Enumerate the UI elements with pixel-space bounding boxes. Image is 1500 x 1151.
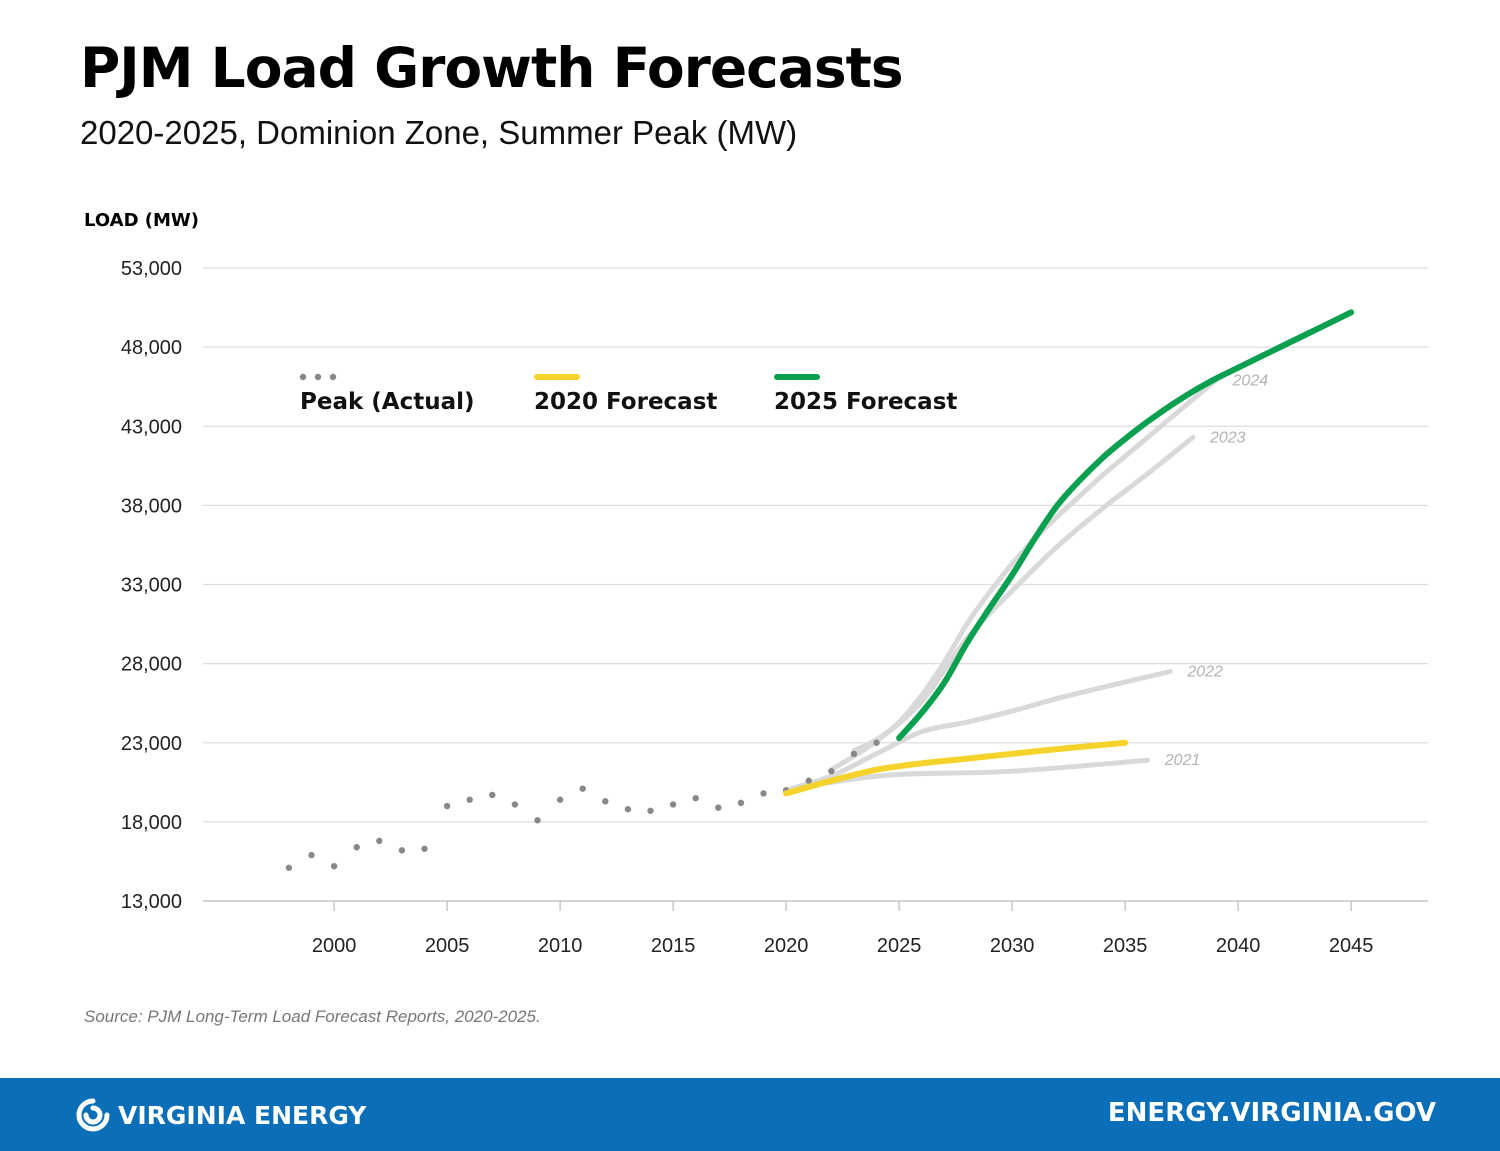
series-actual-peak — [285, 739, 880, 871]
legend-label: 2020 Forecast — [534, 389, 717, 415]
footer-brand-text: VIRGINIA ENERGY — [118, 1100, 367, 1130]
legend-label: 2025 Forecast — [774, 389, 957, 415]
actual-peak-point — [602, 798, 609, 805]
x-tick-label: 2015 — [651, 935, 696, 957]
load-growth-chart: LOAD (MW) 13,000 18,000 23,000 28,000 33,000… — [84, 210, 1428, 957]
actual-peak-point — [308, 851, 315, 859]
y-tick-label: 28,000 — [121, 654, 182, 676]
actual-peak-point — [873, 739, 880, 746]
actual-peak-point — [443, 802, 451, 810]
legend-item-forecast-2025: 2025 Forecast — [774, 374, 957, 415]
actual-peak-point — [579, 785, 586, 792]
y-tick-label: 53,000 — [121, 258, 182, 280]
legend-item-actual: Peak (Actual) — [299, 373, 475, 415]
gridlines — [203, 267, 1428, 902]
actual-peak-point — [421, 845, 428, 852]
series-forecast-2022 — [783, 669, 1173, 793]
series-forecast-2023 — [828, 434, 1196, 773]
x-tick-label: 2040 — [1216, 935, 1261, 957]
x-tick-label: 2005 — [425, 935, 470, 957]
legend-label: Peak (Actual) — [300, 389, 475, 415]
legend-item-forecast-2020: 2020 Forecast — [534, 374, 717, 415]
x-tick-label: 2000 — [312, 935, 357, 957]
y-axis-label: LOAD (MW) — [84, 210, 199, 231]
actual-peak-point — [511, 801, 519, 808]
series-label-2024: 2024 — [1232, 372, 1269, 389]
actual-peak-point — [376, 837, 383, 845]
actual-peak-point — [353, 843, 360, 851]
footer-bar: VIRGINIA ENERGY ENERGY.VIRGINIA.GOV — [0, 1078, 1500, 1151]
series-lines — [285, 309, 1355, 871]
actual-peak-point — [737, 799, 745, 807]
series-label-2023: 2023 — [1209, 429, 1246, 446]
series-label-2021: 2021 — [1164, 752, 1201, 769]
x-tick-label: 2020 — [764, 935, 809, 957]
actual-peak-point — [330, 862, 338, 870]
actual-peak-point — [805, 777, 812, 784]
y-tick-label: 43,000 — [121, 416, 182, 438]
legend-swatch-dot — [299, 373, 307, 381]
x-tick-label: 2045 — [1329, 935, 1374, 957]
actual-peak-point — [466, 796, 473, 803]
series-forecast-2020 — [783, 739, 1129, 797]
legend-swatch-dot — [314, 373, 322, 381]
actual-peak-point — [534, 817, 541, 824]
footer-url-link[interactable]: ENERGY.VIRGINIA.GOV — [1107, 1098, 1436, 1128]
footer-brand[interactable]: VIRGINIA ENERGY — [76, 1098, 366, 1132]
chart-subtitle: 2020-2025, Dominion Zone, Summer Peak (M… — [80, 114, 798, 151]
actual-peak-point — [647, 807, 654, 814]
x-tick-label: 2030 — [990, 935, 1035, 957]
x-tick-label: 2035 — [1103, 935, 1148, 957]
actual-peak-point — [669, 801, 677, 808]
x-tick-label: 2025 — [877, 935, 922, 957]
actual-peak-point — [760, 790, 767, 797]
y-axis: 13,000 18,000 23,000 28,000 33,000 38,000 43,0… — [121, 258, 182, 913]
actual-peak-point — [850, 750, 858, 758]
actual-peak-point — [285, 864, 293, 871]
series-forecast-2025 — [896, 309, 1355, 741]
y-tick-label: 18,000 — [121, 812, 182, 834]
x-tick-label: 2010 — [538, 935, 583, 957]
actual-peak-point — [715, 804, 722, 811]
y-tick-label: 48,000 — [121, 337, 182, 359]
y-tick-label: 38,000 — [121, 495, 182, 517]
y-tick-label: 23,000 — [121, 733, 182, 755]
legend-swatch-dot — [329, 373, 337, 381]
actual-peak-point — [828, 768, 835, 775]
virginia-energy-swirl-icon — [76, 1098, 110, 1132]
actual-peak-point — [398, 847, 406, 854]
y-tick-label: 33,000 — [121, 575, 182, 597]
actual-peak-point — [556, 796, 564, 803]
x-axis: 2000 2005 2010 2015 2020 2025 2030 2035 2040 2045 — [312, 901, 1374, 957]
actual-peak-point — [624, 806, 632, 813]
actual-peak-point — [489, 791, 496, 799]
legend: Peak (Actual) 2020 Forecast 2025 Forecast — [299, 373, 957, 415]
chart-title: PJM Load Growth Forecasts — [80, 36, 904, 100]
series-label-2022: 2022 — [1186, 664, 1223, 681]
series-labels: 2021 2022 2023 2024 — [1164, 372, 1268, 769]
source-note: Source: PJM Long-Term Load Forecast Repo… — [84, 1007, 541, 1026]
actual-peak-point — [692, 794, 699, 802]
y-tick-label: 13,000 — [121, 891, 182, 913]
